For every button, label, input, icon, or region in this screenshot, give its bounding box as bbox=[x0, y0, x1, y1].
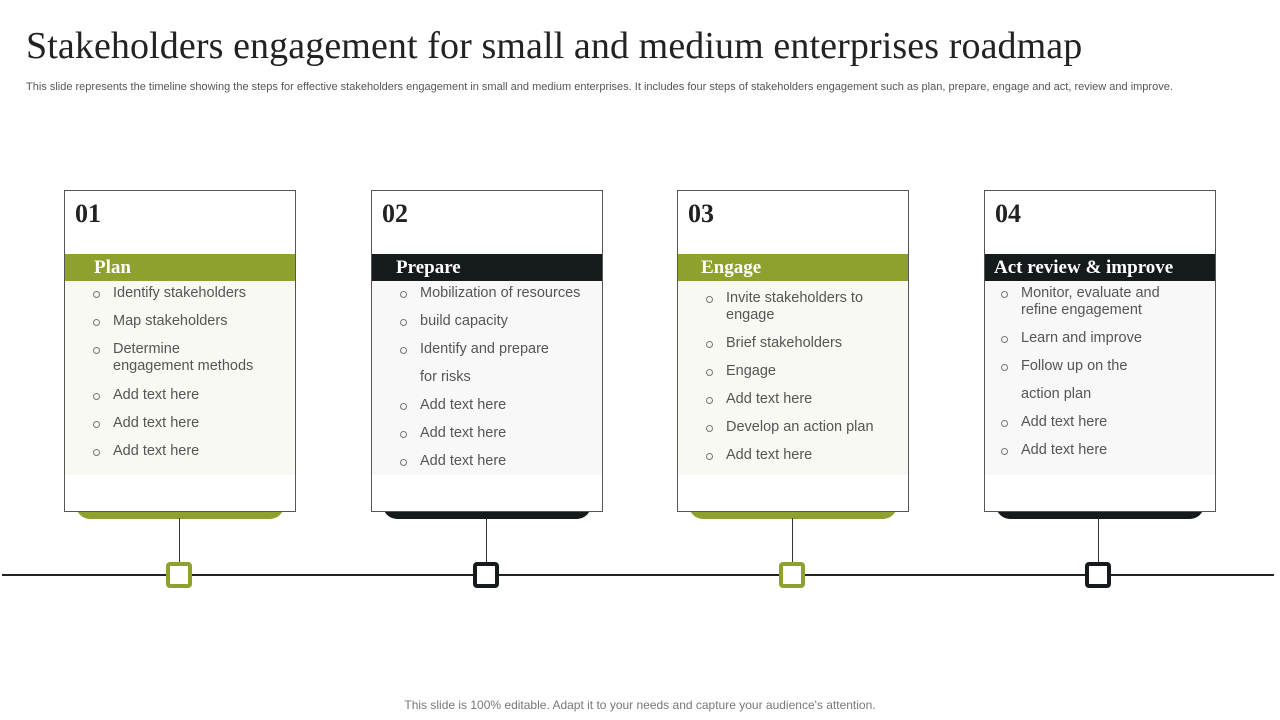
bullet-icon bbox=[400, 291, 407, 298]
timeline-line bbox=[2, 574, 1274, 576]
list-item: Identify stakeholders bbox=[93, 285, 287, 302]
list-item: Add text here bbox=[400, 425, 594, 442]
step-body: Identify stakeholders Map stakeholders D… bbox=[65, 281, 295, 475]
list-item: Monitor, evaluate and refine engagement bbox=[1001, 285, 1171, 319]
list-item: Add text here bbox=[400, 453, 594, 470]
list-item: Add text here bbox=[93, 415, 287, 432]
list-item: Add text here bbox=[706, 447, 900, 464]
list-item: Identify and prepare bbox=[400, 341, 594, 358]
list-item: Add text here bbox=[1001, 414, 1207, 431]
bullet-icon bbox=[93, 291, 100, 298]
step-heading: Engage bbox=[678, 254, 908, 281]
timeline-connector bbox=[792, 518, 793, 562]
card-box: 01 Plan Identify stakeholders Map stakeh… bbox=[64, 190, 296, 512]
timeline-connector bbox=[179, 518, 180, 562]
step-number: 03 bbox=[688, 199, 714, 228]
bullet-icon bbox=[93, 319, 100, 326]
bullet-icon bbox=[706, 369, 713, 376]
bullet-icon bbox=[93, 449, 100, 456]
step-number: 02 bbox=[382, 199, 408, 228]
bullet-icon bbox=[93, 347, 100, 354]
bullet-icon bbox=[706, 341, 713, 348]
bullet-icon bbox=[706, 453, 713, 460]
list-item: Mobilization of resources bbox=[400, 285, 594, 302]
bullet-icon bbox=[706, 425, 713, 432]
list-item: Add text here bbox=[1001, 442, 1207, 459]
list-item: build capacity bbox=[400, 313, 594, 330]
bullet-icon bbox=[400, 319, 407, 326]
list-item: Map stakeholders bbox=[93, 313, 287, 330]
bullet-icon bbox=[93, 393, 100, 400]
list-item-continued: action plan bbox=[1021, 386, 1092, 402]
list-item: Add text here bbox=[93, 387, 287, 404]
list-item-continued: for risks bbox=[420, 369, 471, 385]
timeline-node-4 bbox=[1085, 562, 1111, 588]
bullet-icon bbox=[1001, 336, 1008, 343]
timeline-connector bbox=[1098, 518, 1099, 562]
list-item: Follow up on the bbox=[1001, 358, 1207, 375]
list-item: Determine engagement methods bbox=[93, 341, 263, 375]
step-card-3: 03 Engage Invite stakeholders to engage … bbox=[677, 190, 909, 520]
bullet-icon bbox=[1001, 291, 1008, 298]
timeline-node-3 bbox=[779, 562, 805, 588]
timeline-node-1 bbox=[166, 562, 192, 588]
list-item: Add text here bbox=[706, 391, 900, 408]
step-heading: Act review & improve bbox=[985, 254, 1215, 281]
footer-note: This slide is 100% editable. Adapt it to… bbox=[404, 698, 876, 712]
list-item: Invite stakeholders to engage bbox=[706, 290, 876, 324]
bullet-icon bbox=[400, 347, 407, 354]
bullet-icon bbox=[1001, 420, 1008, 427]
list-item: Brief stakeholders bbox=[706, 335, 900, 352]
bullet-icon bbox=[706, 397, 713, 404]
bullet-icon bbox=[400, 431, 407, 438]
step-card-1: 01 Plan Identify stakeholders Map stakeh… bbox=[64, 190, 296, 520]
list-item: Learn and improve bbox=[1001, 330, 1207, 347]
step-number: 01 bbox=[75, 199, 101, 228]
step-body: Monitor, evaluate and refine engagement … bbox=[985, 281, 1215, 475]
step-heading: Plan bbox=[65, 254, 295, 281]
bullet-icon bbox=[1001, 364, 1008, 371]
slide-title: Stakeholders engagement for small and me… bbox=[26, 25, 1083, 67]
list-item: Engage bbox=[706, 363, 900, 380]
list-item: Add text here bbox=[400, 397, 594, 414]
bullet-icon bbox=[706, 296, 713, 303]
step-number: 04 bbox=[995, 199, 1021, 228]
bullet-icon bbox=[1001, 448, 1008, 455]
slide-subtitle: This slide represents the timeline showi… bbox=[26, 81, 1173, 93]
step-heading: Prepare bbox=[372, 254, 602, 281]
step-body: Invite stakeholders to engage Brief stak… bbox=[678, 281, 908, 475]
card-box: 03 Engage Invite stakeholders to engage … bbox=[677, 190, 909, 512]
card-box: 04 Act review & improve Monitor, evaluat… bbox=[984, 190, 1216, 512]
list-item: Develop an action plan bbox=[706, 419, 900, 436]
step-card-4: 04 Act review & improve Monitor, evaluat… bbox=[984, 190, 1216, 520]
step-card-2: 02 Prepare Mobilization of resources bui… bbox=[371, 190, 603, 520]
timeline-node-2 bbox=[473, 562, 499, 588]
bullet-icon bbox=[93, 421, 100, 428]
step-body: Mobilization of resources build capacity… bbox=[372, 281, 602, 475]
bullet-icon bbox=[400, 403, 407, 410]
card-box: 02 Prepare Mobilization of resources bui… bbox=[371, 190, 603, 512]
bullet-icon bbox=[400, 459, 407, 466]
timeline-connector bbox=[486, 518, 487, 562]
list-item: Add text here bbox=[93, 443, 287, 460]
